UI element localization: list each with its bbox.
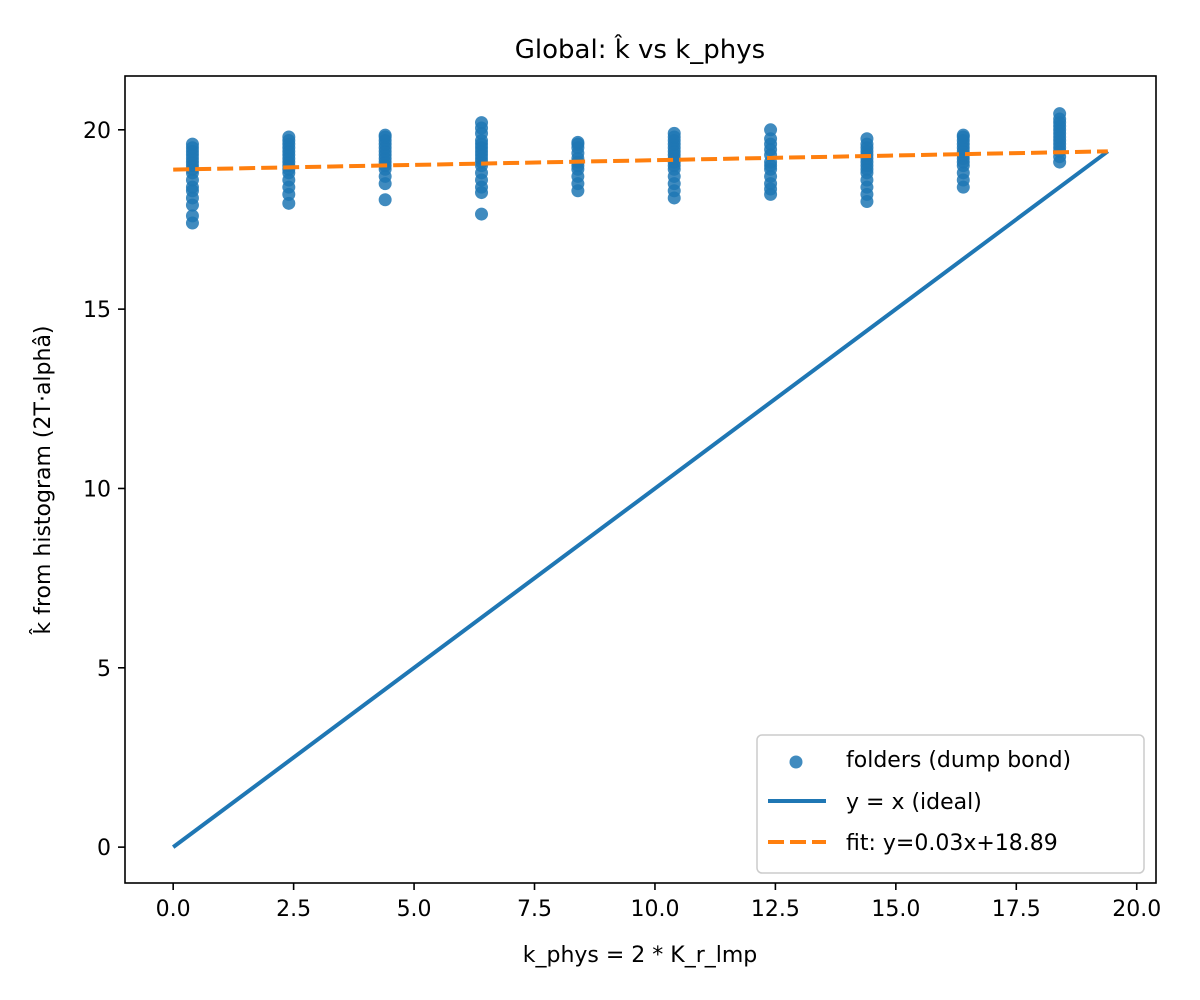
legend-swatch-scatter	[789, 755, 803, 769]
y-axis-label: k̂ from histogram (2T·alphâ)	[30, 325, 56, 635]
scatter-point	[282, 196, 296, 210]
scatter-point	[1053, 107, 1067, 121]
scatter-point	[667, 126, 681, 140]
legend-label-fit: fit: y=0.03x+18.89	[846, 831, 1058, 856]
scatter-point	[378, 128, 392, 142]
ideal-line	[171, 149, 1110, 849]
plot-frame	[124, 75, 1157, 884]
scatter-point	[860, 132, 874, 146]
y-tick-label: 0	[97, 836, 111, 861]
scatter-point	[185, 209, 199, 223]
scatter-point	[571, 135, 585, 149]
scatter-point	[282, 130, 296, 144]
scatter-point	[475, 207, 489, 221]
x-tick-label: 7.5	[517, 897, 552, 922]
legend-box	[756, 734, 1145, 874]
points-layer	[185, 107, 1067, 230]
legend: folders (dump bond) y = x (ideal) fit: y…	[756, 734, 1145, 874]
x-tick-label: 10.0	[630, 897, 679, 922]
x-tick-label: 20.0	[1112, 897, 1161, 922]
scatter-point	[185, 137, 199, 151]
scatter-point	[956, 128, 970, 142]
fit-line	[173, 149, 1108, 172]
x-axis-label: k_phys = 2 * K_r_lmp	[523, 943, 758, 968]
y-axis: 0 5 10 15 20	[83, 119, 125, 861]
y-tick-label: 15	[83, 298, 111, 323]
y-tick-label: 5	[97, 657, 111, 682]
x-tick-label: 15.0	[871, 897, 920, 922]
scatter-point	[764, 132, 778, 146]
scatter-point	[475, 116, 489, 130]
y-tick-label: 20	[83, 119, 111, 144]
x-tick-label: 0.0	[156, 897, 191, 922]
x-tick-label: 12.5	[751, 897, 800, 922]
scatter-point	[378, 193, 392, 207]
x-tick-label: 2.5	[276, 897, 311, 922]
legend-label-ideal: y = x (ideal)	[846, 790, 982, 815]
y-tick-label: 10	[83, 477, 111, 502]
legend-label-scatter: folders (dump bond)	[846, 748, 1071, 773]
lines-layer	[171, 149, 1110, 849]
x-tick-label: 5.0	[397, 897, 432, 922]
x-tick-label: 17.5	[992, 897, 1041, 922]
chart-title: Global: k̂ vs k_phys	[515, 33, 765, 65]
x-axis: 0.0 2.5 5.0 7.5 10.0 12.5 15.0 17.5 20.0	[156, 883, 1161, 922]
scatter-point	[764, 123, 778, 137]
